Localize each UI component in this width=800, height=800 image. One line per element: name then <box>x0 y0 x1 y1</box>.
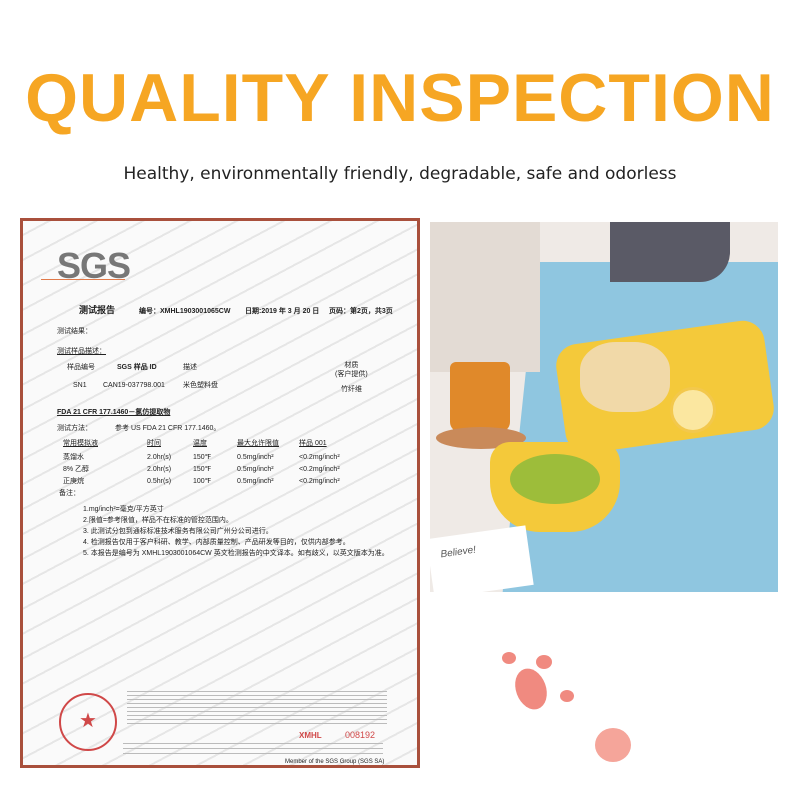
note-item: 4. 检测报告仅用于客户科研、教学、内部质量控制、产品研发等目的，仅供内部参考。 <box>83 539 350 546</box>
sgs-logo: SGS <box>57 245 131 286</box>
sample-header: 描述 <box>183 364 197 371</box>
table-cell: <0.2mg/inch² <box>299 454 340 461</box>
pasta <box>580 342 670 412</box>
table-cell: 2.0hr(s) <box>147 466 172 473</box>
table-cell: 0.5mg/inch² <box>237 454 274 461</box>
lemon <box>670 387 716 433</box>
sample-cell: 米色塑料盘 <box>183 382 218 389</box>
note-item: 3. 此测试分包到通标标准技术服务有限公司广州分公司进行。 <box>83 528 273 535</box>
sample-header: SGS 样品 ID <box>117 364 157 371</box>
page-number: 页码：第2页，共3页 <box>329 308 393 315</box>
table-cell: <0.2mg/inch² <box>299 478 340 485</box>
table-cell: 150℉ <box>193 454 212 461</box>
sample-header: 样品编号 <box>67 364 95 371</box>
note-card: Believe! <box>430 525 534 592</box>
stamp-seal: ★ <box>59 693 117 751</box>
report-title: 测试报告 <box>79 305 116 315</box>
report-number: 编号：XMHL1903001065CW <box>139 308 231 315</box>
table-header: 温度 <box>193 440 207 447</box>
results-label: 测试结果： <box>57 328 92 335</box>
table-header: 时间 <box>147 440 161 447</box>
table-cell: 100℉ <box>193 478 212 485</box>
logo-rule <box>41 279 125 280</box>
note-item: 2.限值=参考限值，样品不在标准的管控范围内。 <box>83 517 233 524</box>
table-cell: 0.5mg/inch² <box>237 466 274 473</box>
sleeve <box>610 222 730 282</box>
section-heading: FDA 21 CFR 177.1460－氯仿提取物 <box>57 409 171 416</box>
sample-cell: 竹纤维 <box>341 386 362 393</box>
table-cell: 蒸馏水 <box>63 454 84 461</box>
method-label: 测试方法： <box>57 425 92 432</box>
table-cell: 正庚烷 <box>63 478 84 485</box>
table-cell: 2.0hr(s) <box>147 454 172 461</box>
table-header: 样品 001 <box>299 440 327 447</box>
notes-label: 备注： <box>59 490 80 497</box>
sgs-certificate: SGS 测试报告 编号：XMHL1903001065CW 日期:2019 年 3… <box>20 218 420 768</box>
table-header: 最大允许限值 <box>237 440 279 447</box>
table-cell: 0.5hr(s) <box>147 478 172 485</box>
page-title: QUALITY INSPECTION <box>25 60 775 136</box>
note-item: 1.mg/inch²=毫克/平方英寸 <box>83 506 164 513</box>
serial-code: XMHL <box>299 731 322 740</box>
subtitle: Healthy, environmentally friendly, degra… <box>123 164 677 184</box>
sample-desc-label: 测试样品描述： <box>57 348 106 355</box>
address-lines <box>123 743 383 755</box>
fruit <box>510 454 600 504</box>
note-item: 5. 本报告是编号为 XMHL1903001064CW 英文检测报告的中文译本。… <box>83 550 389 557</box>
child-shirt <box>430 222 540 372</box>
table-cell: <0.2mg/inch² <box>299 466 340 473</box>
product-photo: Believe! <box>430 222 778 592</box>
report-date: 日期:2019 年 3 月 20 日 <box>245 308 320 315</box>
table-cell: 150℉ <box>193 466 212 473</box>
sample-header: 材质 (客户提供) <box>335 362 368 378</box>
sample-cell: CAN19-037798.001 <box>103 382 165 389</box>
sample-cell: SN1 <box>73 382 87 389</box>
method: 参考 US FDA 21 CFR 177.1460。 <box>115 425 221 432</box>
table-cell: 8% 乙醇 <box>63 466 90 473</box>
fine-print <box>127 691 387 725</box>
note-text: Believe! <box>439 544 477 561</box>
table-cell: 0.5mg/inch² <box>237 478 274 485</box>
member-line: Member of the SGS Group (SGS SA) <box>285 759 385 765</box>
table-header: 常用模拟液 <box>63 440 98 447</box>
cup <box>450 362 510 432</box>
serial-number: 008192 <box>345 730 376 740</box>
